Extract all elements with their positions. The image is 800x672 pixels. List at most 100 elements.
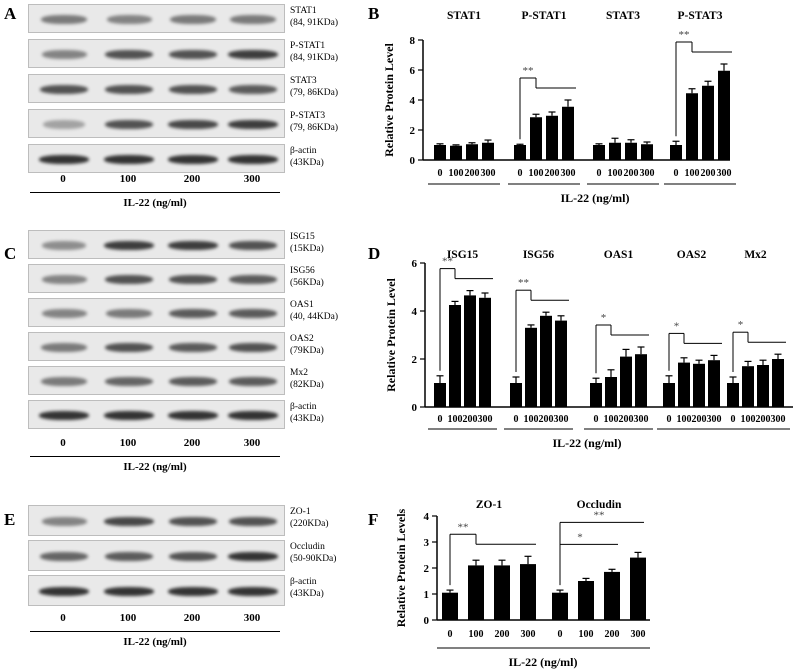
blot-strip-stat1 [28, 4, 285, 33]
blot-band [41, 14, 87, 24]
concentration-line [30, 456, 280, 457]
panel-letter-d: D [368, 244, 381, 263]
x-tick-label: 100 [529, 168, 544, 179]
y-tick-label: 3 [424, 537, 430, 549]
x-tick-label: 100 [469, 629, 484, 640]
bar [510, 383, 522, 407]
protein-name: STAT1 [290, 6, 317, 16]
group-title: P-STAT3 [678, 10, 723, 22]
concentration-label: IL-22 (ng/ml) [123, 197, 187, 209]
blot-label: ISG15 (15KDa) [290, 231, 324, 255]
x-tick-label: 200 [605, 629, 620, 640]
blot-band [167, 410, 219, 420]
blot-band [169, 308, 217, 318]
x-tick-label: 0 [667, 414, 672, 425]
x-tick-label: 0 [594, 414, 599, 425]
blot-band [167, 586, 219, 596]
sig-label: ** [442, 256, 453, 268]
sig-label: * [738, 319, 744, 331]
lane-label: 0 [60, 612, 66, 624]
blot-band [230, 14, 276, 24]
x-tick-label: 200 [495, 629, 510, 640]
blot-band [106, 14, 152, 24]
molecular-weight: (84, 91KDa) [290, 53, 339, 63]
bar [520, 564, 536, 620]
panel-letter-c: C [4, 244, 17, 263]
blot-band [41, 516, 87, 526]
bar [718, 70, 730, 160]
concentration-line [30, 631, 280, 632]
blot-band [104, 516, 154, 526]
x-tick-label: 200 [539, 414, 554, 425]
blot-band [41, 240, 87, 250]
blot-strip-oas1 [28, 298, 285, 327]
bar [641, 144, 653, 160]
x-tick-label: 200 [692, 414, 707, 425]
blot-label: P-STAT3 (79, 86KDa) [290, 110, 338, 134]
bar-chart-f: 0 1 2 3 4 Relative Protein Levels ZO-1 0 100 200 3… [394, 499, 650, 669]
blot-band [41, 308, 87, 318]
x-tick-label: 200 [545, 168, 560, 179]
bar [620, 356, 632, 407]
blot-band [104, 49, 154, 59]
molecular-weight: (40, 44KDa) [290, 312, 339, 322]
lane-label: 100 [119, 437, 137, 449]
blot-strip-isg15 [28, 230, 285, 259]
y-tick-label: 0 [424, 615, 430, 627]
lane-label: 300 [243, 173, 261, 185]
blot-band [168, 516, 218, 526]
bar [708, 360, 720, 407]
bar [479, 297, 491, 407]
x-tick-label: 0 [597, 168, 602, 179]
y-tick-label: 2 [410, 125, 416, 137]
blot-band [228, 342, 278, 352]
concentration-line [30, 192, 280, 193]
blot-band [104, 342, 154, 352]
y-axis-label: Relative Protein Levels [394, 508, 408, 627]
bar [434, 145, 446, 160]
sig-label: * [577, 531, 583, 543]
blot-strip--actin [28, 575, 285, 606]
lane-label: 200 [183, 612, 201, 624]
protein-name: β-actin [290, 402, 317, 412]
blot-band [104, 240, 154, 250]
blot-band [227, 154, 279, 164]
blot-label: ISG56 (56KDa) [290, 265, 324, 289]
blot-band [227, 410, 279, 420]
blot-band [169, 342, 217, 352]
x-tick-label: 200 [624, 168, 639, 179]
protein-name: β-actin [290, 577, 317, 587]
bar [552, 592, 568, 620]
bar [630, 557, 646, 620]
blot-band [105, 551, 153, 561]
x-axis-label: IL-22 (ng/ml) [553, 436, 622, 450]
bar [772, 359, 784, 407]
y-tick-label: 8 [410, 35, 416, 47]
bar [663, 383, 675, 407]
bar [449, 305, 461, 407]
blot-band [229, 84, 277, 94]
x-tick-label: 0 [731, 414, 736, 425]
blot-label: STAT1 (84, 91KDa) [290, 5, 338, 29]
molecular-weight: (82KDa) [290, 380, 324, 390]
protein-name: OAS1 [290, 300, 314, 310]
sig-label: ** [594, 509, 605, 521]
x-tick-label: 100 [579, 629, 594, 640]
blot-band [38, 410, 90, 420]
blot-band [229, 308, 277, 318]
blot-band [229, 274, 277, 284]
group-title: P-STAT1 [522, 10, 567, 22]
protein-name: Occludin [290, 542, 325, 552]
bar [670, 145, 682, 160]
molecular-weight: (220KDa) [290, 519, 329, 529]
blot-strip--actin [28, 400, 285, 429]
y-tick-label: 2 [412, 354, 418, 366]
molecular-weight: (84, 91KDa) [290, 18, 339, 28]
blot-band [38, 154, 90, 164]
molecular-weight: (79, 86KDa) [290, 123, 339, 133]
blot-band [228, 240, 278, 250]
bar [686, 93, 698, 160]
blot-band [106, 308, 152, 318]
concentration-label: IL-22 (ng/ml) [123, 636, 187, 648]
